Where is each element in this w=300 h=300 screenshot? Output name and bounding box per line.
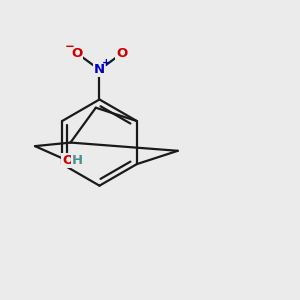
Text: O: O: [116, 47, 128, 60]
Text: N: N: [94, 63, 105, 76]
Text: H: H: [72, 154, 83, 167]
Text: +: +: [102, 58, 110, 68]
Text: −: −: [64, 40, 74, 53]
Text: O: O: [62, 154, 73, 167]
Text: O: O: [72, 47, 83, 60]
